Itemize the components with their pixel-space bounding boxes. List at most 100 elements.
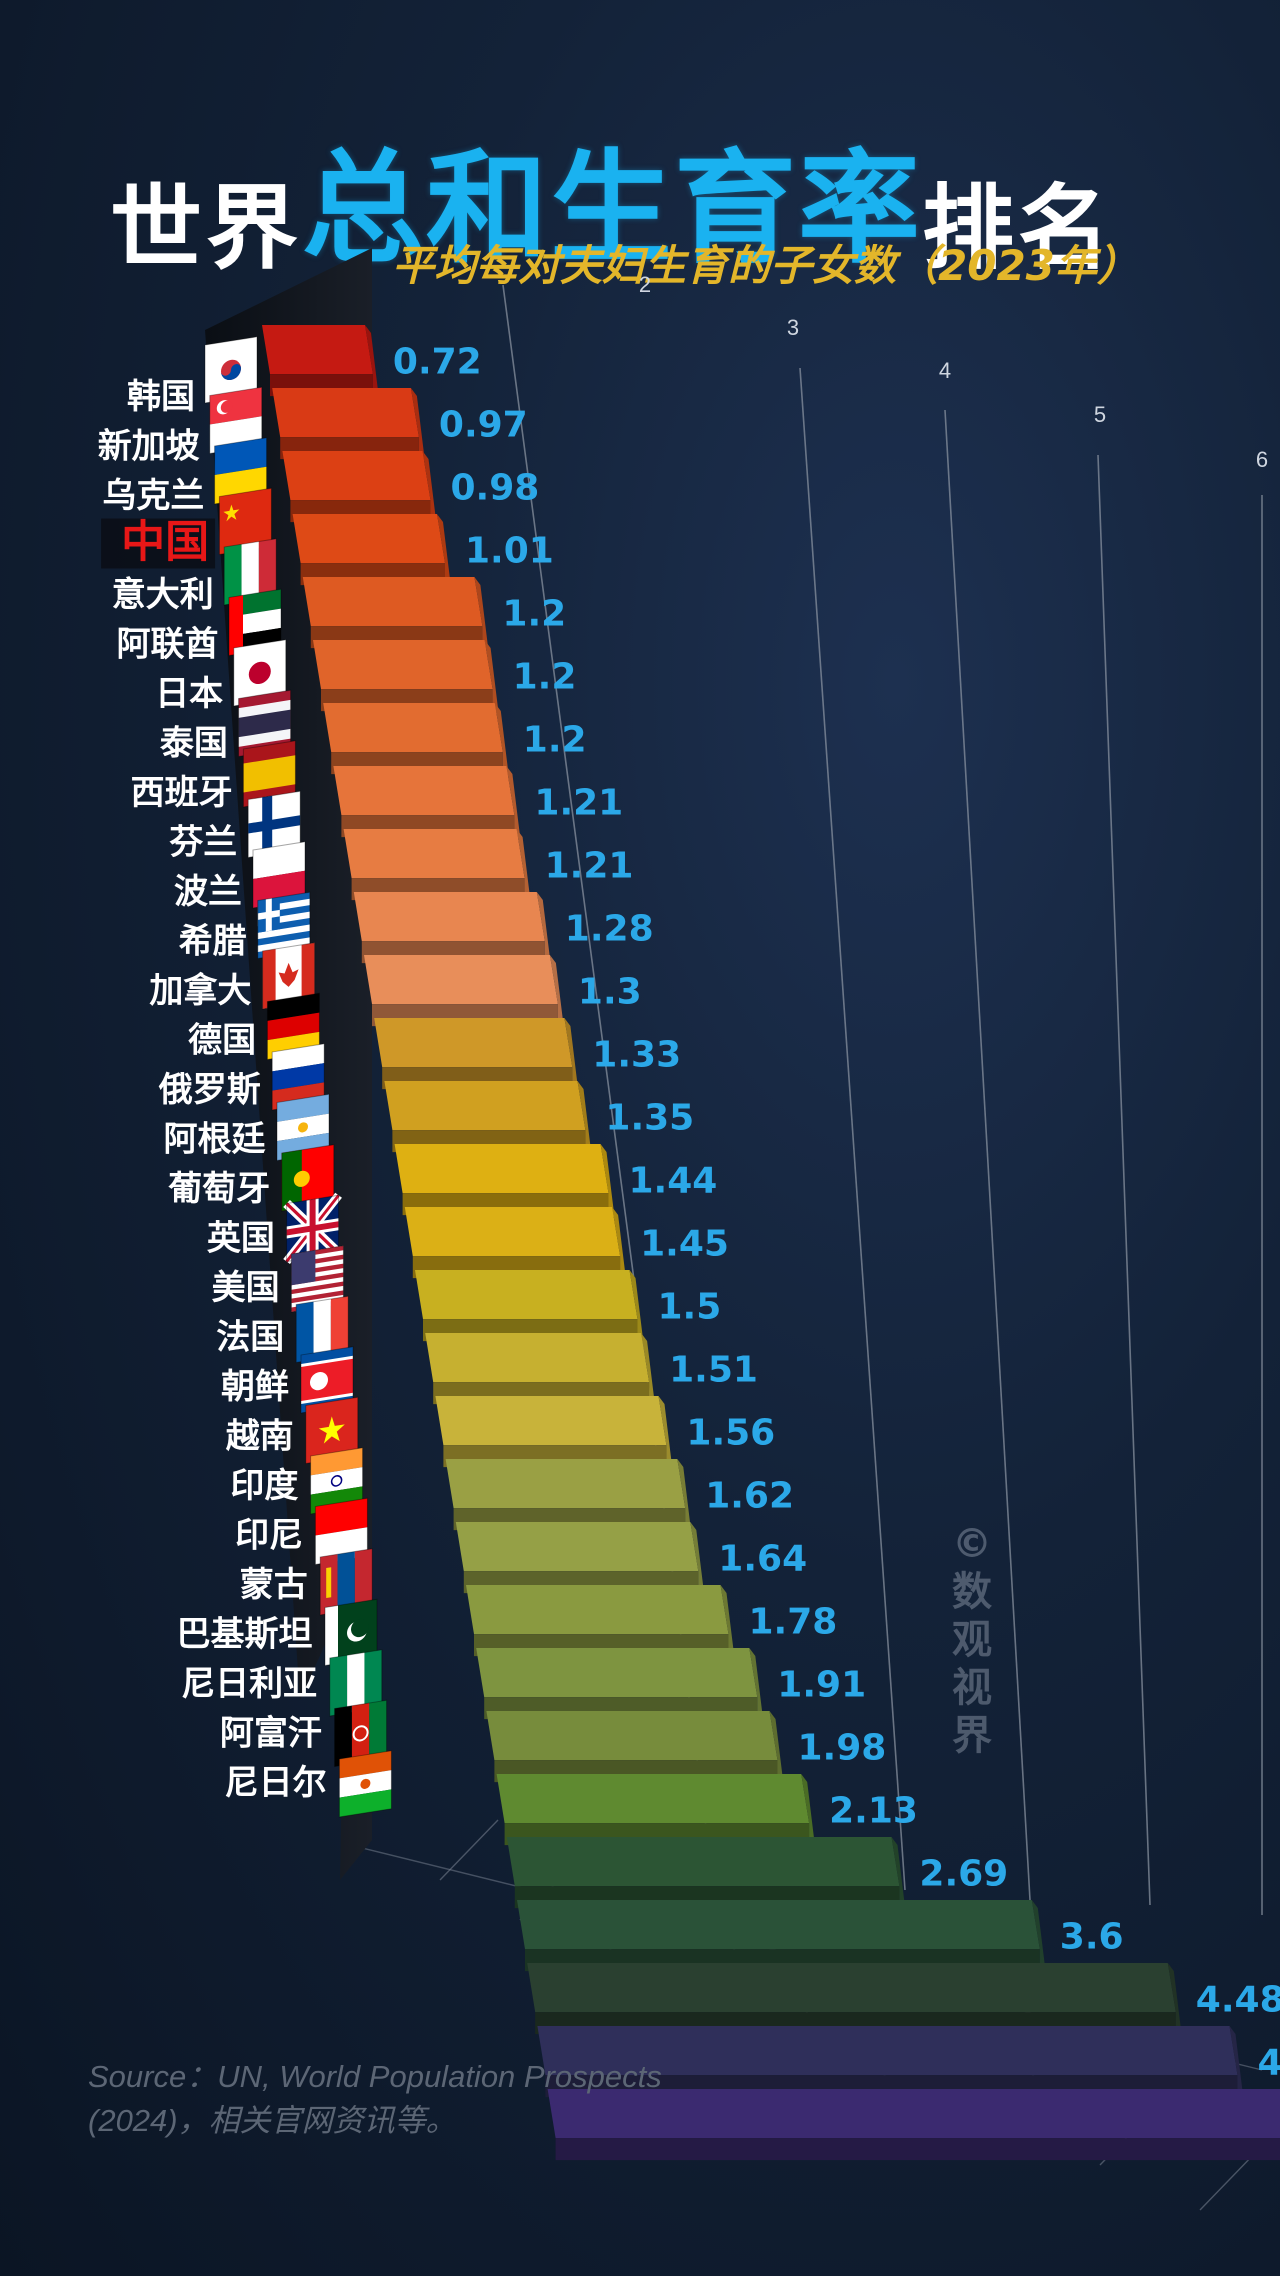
bar-top-face <box>476 1648 758 1698</box>
country-label: 美国 <box>212 1268 280 1308</box>
bar-end-face <box>484 640 499 714</box>
country-labels: 韩国新加坡乌克兰中国意大利阿联酋日本泰国西班牙芬兰波兰希腊加拿大德国俄罗斯阿根廷… <box>98 377 327 1803</box>
value-label: 1.33 <box>592 1035 681 1076</box>
source-line-2: (2024)，相关官网资讯等。 <box>88 2103 457 2138</box>
country-label: 巴基斯坦 <box>177 1615 313 1655</box>
bar-end-face <box>474 577 489 651</box>
value-label: 1.2 <box>502 594 566 635</box>
flag-ae-icon <box>228 588 282 657</box>
country-label: 阿联酋 <box>117 625 219 665</box>
bar <box>404 1207 627 1281</box>
country-label: 加拿大 <box>149 971 251 1011</box>
bar-end-face <box>1031 1900 1046 1974</box>
chart-title: 世界总和生育率排名 <box>110 110 1210 282</box>
bar <box>435 1396 673 1470</box>
country-label: 葡萄牙 <box>168 1169 270 1209</box>
bar-top-face <box>272 388 419 438</box>
bar-front-face <box>555 2138 1280 2161</box>
value-label: 1.62 <box>705 1476 794 1517</box>
country-label: 法国 <box>216 1318 284 1358</box>
bar <box>282 451 437 525</box>
bar-top-face <box>435 1396 667 1446</box>
bar-end-face <box>749 1648 764 1722</box>
value-label: 1.45 <box>640 1224 729 1265</box>
bar <box>425 1333 656 1407</box>
bar <box>527 1963 1182 2037</box>
country-label: 德国 <box>188 1021 256 1061</box>
country-label: 日本 <box>155 674 223 714</box>
country-label: 印尼 <box>235 1516 303 1556</box>
country-label: 阿根廷 <box>164 1120 266 1160</box>
chart-subtitle: 平均每对夫妇生育的子女数（2023年） <box>392 241 1139 290</box>
bar-top-face <box>292 514 445 564</box>
bar-end-face <box>516 829 531 903</box>
grid-line <box>799 367 906 1891</box>
flag-es-icon <box>242 740 296 808</box>
bar <box>374 1018 579 1092</box>
bar <box>466 1585 735 1659</box>
bar <box>323 703 509 777</box>
grid-line <box>944 409 1031 1901</box>
bar <box>486 1711 784 1785</box>
country-label: 中国 <box>121 517 209 568</box>
bar-end-face <box>549 955 564 1029</box>
bar-top-face <box>394 1144 609 1194</box>
bar <box>455 1522 705 1596</box>
value-label: 1.91 <box>777 1665 866 1706</box>
bar-end-face <box>422 451 437 525</box>
bar <box>445 1459 692 1533</box>
country-label: 朝鲜 <box>221 1367 289 1407</box>
bar-top-face <box>353 892 545 942</box>
bar-top-face <box>323 703 503 753</box>
bar-end-face <box>769 1711 784 1785</box>
watermark: ©数观视界 <box>952 1521 992 1759</box>
value-label: 2.13 <box>829 1791 918 1832</box>
bar-end-face <box>690 1522 705 1596</box>
flag-gr-icon <box>257 891 311 960</box>
bar <box>394 1144 615 1218</box>
flag-ne-icon <box>338 1750 392 1818</box>
bar-end-face <box>658 1396 673 1470</box>
bar-top-face <box>517 1900 1040 1950</box>
country-label: 乌克兰 <box>102 476 204 516</box>
bar <box>262 325 379 399</box>
bar-end-face <box>410 388 425 462</box>
bar-end-face <box>1229 2026 1244 2100</box>
value-label: 2.69 <box>919 1854 1008 1895</box>
value-label: 4.84 <box>1258 2043 1280 2084</box>
floor-line <box>439 1819 499 1881</box>
flag-af-icon <box>334 1699 388 1768</box>
value-label: 1.44 <box>629 1161 718 1202</box>
bar-top-face <box>404 1207 621 1257</box>
bar-top-face <box>527 1963 1176 2013</box>
title-part-2: 总和生育率 <box>302 138 923 280</box>
flag-pt-icon <box>281 1144 335 1212</box>
bar-top-face <box>364 955 558 1005</box>
bar <box>364 955 564 1029</box>
bar-end-face <box>641 1333 656 1407</box>
bar-top-face <box>313 640 493 690</box>
bars <box>262 325 1280 2161</box>
bar <box>272 388 425 462</box>
flag-pk-icon <box>324 1598 378 1667</box>
title-part-1: 世界 <box>110 175 303 282</box>
value-label: 1.51 <box>669 1350 758 1391</box>
bar-end-face <box>677 1459 692 1533</box>
flag-ng-icon <box>329 1649 383 1717</box>
x-tick-label: 2 <box>639 272 651 297</box>
country-label: 蒙古 <box>240 1565 308 1605</box>
value-label: 1.21 <box>534 783 623 824</box>
flag-ru-icon <box>271 1043 325 1111</box>
value-label: 3.6 <box>1060 1917 1124 1958</box>
bar <box>547 2089 1280 2161</box>
flag-ca-icon <box>262 942 316 1010</box>
country-label: 阿富汗 <box>220 1714 322 1754</box>
bar-top-face <box>496 1774 810 1824</box>
bar <box>415 1270 644 1344</box>
country-label: 韩国 <box>127 377 195 417</box>
bar-top-face <box>445 1459 686 1509</box>
value-label: 1.2 <box>523 720 587 761</box>
flag-jp-icon <box>233 639 287 707</box>
value-labels: 0.72 0.97 0.98 1.01 1.2 1.2 1.2 1.21 1.21 1.28 1.3… <box>393 342 1280 2084</box>
